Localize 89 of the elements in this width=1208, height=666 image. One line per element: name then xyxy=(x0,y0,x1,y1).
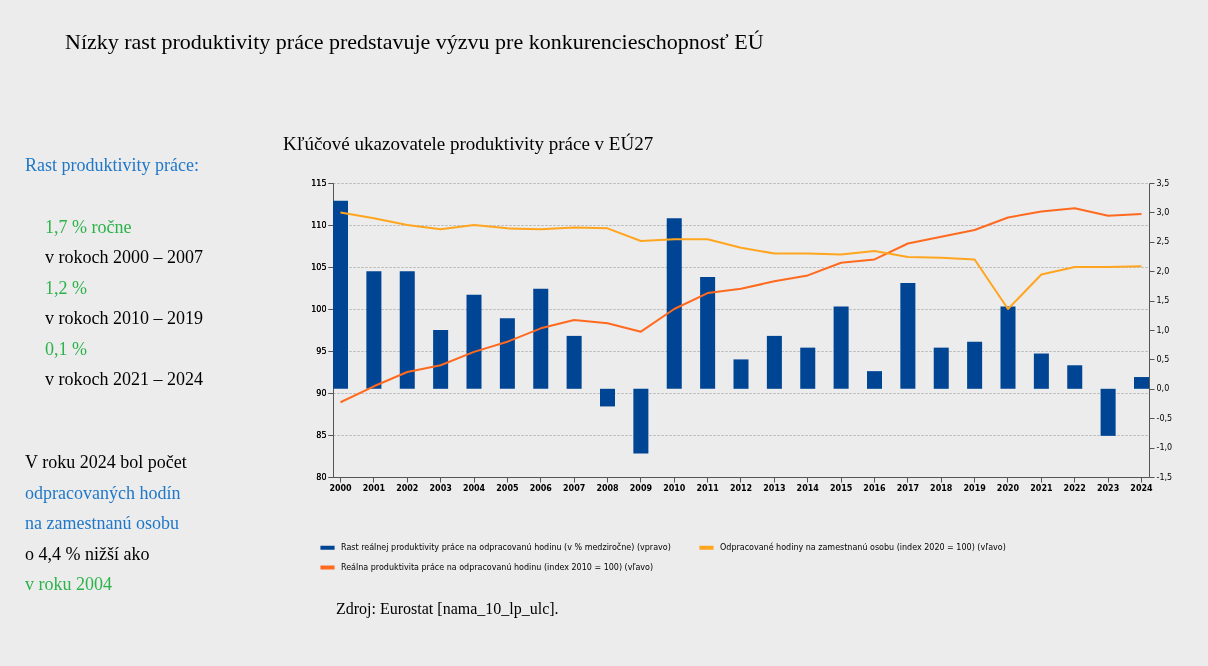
bar xyxy=(1133,377,1149,389)
text: o 4,4 % nižší ako xyxy=(25,544,150,564)
text: v rokoch 2010 – 2019 xyxy=(45,308,203,328)
y-tick-label: 90 xyxy=(316,388,327,398)
bar xyxy=(599,388,616,407)
text: na zamestnanú osobu xyxy=(25,513,179,533)
y-tick-label: 95 xyxy=(316,346,327,356)
x-tick-label: 2001 xyxy=(362,483,386,493)
bar xyxy=(633,388,649,454)
y2-tick-label: -1,5 xyxy=(1156,472,1173,482)
bar xyxy=(533,288,549,389)
bar xyxy=(933,347,949,389)
x-tick-label: 2018 xyxy=(930,483,953,493)
bar xyxy=(399,271,415,389)
x-tick-label: 2015 xyxy=(829,483,853,493)
text: 1,2 % xyxy=(45,278,87,298)
bar xyxy=(1067,365,1083,389)
x-tick-label: 2010 xyxy=(663,483,686,493)
y2-tick-label: 3,5 xyxy=(1156,178,1170,188)
bar xyxy=(900,282,916,389)
y-tick-label: 100 xyxy=(311,304,327,314)
text: 0,1 % xyxy=(45,339,87,359)
bar xyxy=(666,218,682,389)
x-tick-label: 2003 xyxy=(429,483,452,493)
y-tick-label: 115 xyxy=(311,178,327,188)
y-tick-label: 105 xyxy=(311,262,327,272)
x-tick-label: 2016 xyxy=(863,483,887,493)
bar xyxy=(766,335,782,389)
text: V roku 2024 bol počet xyxy=(25,452,187,472)
bar xyxy=(1100,388,1116,436)
line-series xyxy=(339,207,1143,404)
x-tick-label: 2014 xyxy=(796,483,820,493)
x-tick-label: 2017 xyxy=(896,483,919,493)
y2-tick-label: 0,5 xyxy=(1156,354,1170,364)
bar xyxy=(1000,306,1016,389)
bar xyxy=(733,359,749,389)
y2-tick-label: -0,5 xyxy=(1156,413,1173,423)
text: v rokoch 2021 – 2024 xyxy=(45,369,203,389)
bar xyxy=(1033,353,1049,389)
text: Zdroj: Eurostat [nama_10_lp_ulc]. xyxy=(336,600,559,618)
bar xyxy=(866,371,883,389)
y-tick-label: 110 xyxy=(311,220,327,230)
x-tick-label: 2006 xyxy=(529,483,553,493)
bar xyxy=(366,271,382,389)
x-tick-label: 2023 xyxy=(1096,483,1120,493)
x-tick-label: 2009 xyxy=(629,483,653,493)
text: v roku 2004 xyxy=(25,574,112,594)
legend-label: Odpracované hodiny na zamestnanú osobu (index 2020 = 100) (vľavo) xyxy=(720,541,1006,552)
line-series xyxy=(339,211,1143,310)
x-tick-label: 2005 xyxy=(496,483,519,493)
y2-tick-label: 2,5 xyxy=(1156,237,1170,247)
y-tick-label: 85 xyxy=(316,430,327,440)
text: 1,7 % ročne xyxy=(45,217,132,237)
x-tick-label: 2022 xyxy=(1063,483,1086,493)
text: Rast produktivity práce: xyxy=(25,155,199,175)
y2-tick-label: 2,0 xyxy=(1156,266,1170,276)
bar xyxy=(433,330,449,389)
text: odpracovaných hodín xyxy=(25,483,181,503)
x-tick-label: 2020 xyxy=(996,483,1020,493)
legend-label: Reálna produktivita práce na odpracovanú hodinu (index 2010 = 100) (vľavo) xyxy=(341,562,654,572)
y2-tick-label: 3,0 xyxy=(1156,207,1170,217)
y2-tick-label: 0,0 xyxy=(1156,384,1170,394)
x-tick-label: 2019 xyxy=(963,483,987,493)
bar xyxy=(833,306,849,389)
bar xyxy=(566,335,582,389)
y2-tick-label: 1,0 xyxy=(1156,325,1170,335)
bar xyxy=(333,200,349,389)
bar xyxy=(466,294,482,389)
y2-tick-label: -1,0 xyxy=(1156,443,1173,453)
x-tick-label: 2024 xyxy=(1130,483,1154,493)
bar xyxy=(800,347,816,389)
bar xyxy=(499,318,515,389)
x-tick-label: 2008 xyxy=(596,483,620,493)
y2-tick-label: 1,5 xyxy=(1156,296,1170,306)
y-tick-label: 80 xyxy=(316,472,327,482)
x-tick-label: 2004 xyxy=(462,483,486,493)
x-tick-label: 2012 xyxy=(729,483,753,493)
x-tick-label: 2002 xyxy=(396,483,419,493)
x-tick-label: 2013 xyxy=(763,483,786,493)
chart-subtitle: Kľúčové ukazovatele produktivity práce v EÚ27 xyxy=(283,133,654,154)
x-tick-label: 2021 xyxy=(1030,483,1053,493)
chart-title: Nízky rast produktivity práce predstavuje výzvu pre konkurencieschopnosť EÚ xyxy=(65,29,764,54)
x-tick-label: 2011 xyxy=(696,483,720,493)
bar xyxy=(700,277,716,389)
legend-label: Rast reálnej produktivity práce na odpracovanú hodinu (v % medziročne) (vpravo) xyxy=(341,541,671,552)
x-tick-label: 2000 xyxy=(329,483,353,493)
text: v rokoch 2000 – 2007 xyxy=(45,247,203,267)
bar xyxy=(967,341,983,389)
x-tick-label: 2007 xyxy=(563,483,586,493)
